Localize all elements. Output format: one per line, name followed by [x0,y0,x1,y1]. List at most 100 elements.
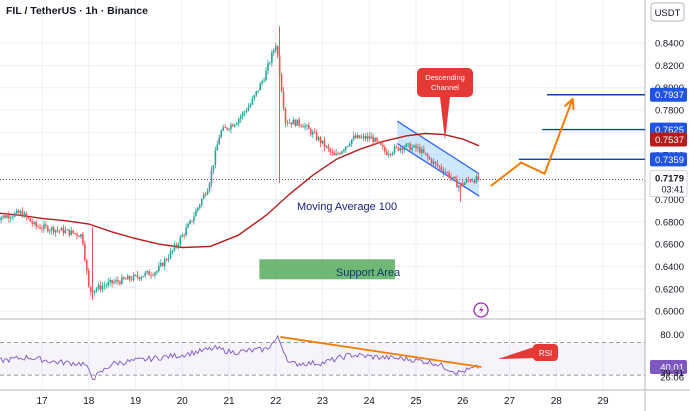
candle [103,281,106,291]
lightning-icon[interactable] [473,302,489,318]
candle [171,249,174,255]
candle [273,48,275,57]
candle [134,274,137,277]
descending-channel-callout: Descending Channel [417,68,473,140]
candle [348,141,351,148]
candle [409,141,411,151]
candle [356,132,359,140]
candle [216,140,219,151]
ma-value-tag: 0.7537 [650,132,687,147]
candle [11,214,14,220]
candle [146,270,148,275]
candle [282,87,285,112]
candle [241,111,244,120]
candle [66,228,69,231]
forecast-arrow [490,97,575,187]
price-tick-label: 0.6400 [655,262,684,273]
candle [86,258,88,276]
candle [401,147,404,155]
candle [183,233,185,240]
candle [327,143,330,153]
usdt-button[interactable]: USDT [650,2,685,22]
candle [323,136,326,152]
candle [19,209,22,215]
candle [230,122,232,134]
candle [161,261,164,267]
price-tick-label: 0.6800 [655,217,684,228]
candle [165,257,168,262]
forecast-arrowhead [563,97,575,110]
candle [306,123,308,130]
candle [374,136,376,143]
candle [109,277,111,286]
candle [111,279,113,288]
candle [469,178,472,183]
candle [21,207,24,218]
candle [191,220,193,223]
candle [52,225,55,236]
candle [2,215,4,220]
time-tick-label: 27 [504,396,516,407]
support-area [259,259,395,280]
candle [179,234,182,247]
candle [210,166,213,188]
candle [142,275,145,278]
candle [121,274,123,285]
candle [39,223,41,230]
candle [197,206,199,213]
candle [189,219,191,226]
candle [298,116,300,128]
rsi-current-tag: 40.01 [650,359,687,374]
price-level-tag: 0.7359 [650,152,687,167]
svg-text:0.7179: 0.7179 [655,173,684,184]
candle [311,129,314,138]
candle [212,165,215,175]
candle [163,256,166,271]
price-tick-label: 0.6200 [655,284,684,295]
price-tick-label: 0.6000 [655,307,684,318]
candle [389,153,392,157]
candle [430,157,433,167]
candle [292,116,295,125]
candle [202,192,205,200]
candle [160,259,162,268]
time-tick-label: 23 [317,396,329,407]
descending-channel-label-2: Channel [431,83,459,92]
candle [243,110,246,117]
rsi-tick-label: 26.06 [660,373,684,384]
candle [234,124,236,128]
svg-text:40.01: 40.01 [660,362,684,373]
candle [195,208,197,217]
candle [128,275,131,283]
candle [465,177,468,184]
candle [269,61,271,66]
candle [372,133,374,147]
candle [78,235,80,237]
candle [335,149,337,156]
candle [397,146,400,152]
price-levels [0,94,645,180]
candle [167,253,170,263]
candle [64,226,67,235]
candle [391,151,394,157]
candle [436,159,439,168]
candle [152,272,154,277]
time-tick-label: 20 [177,396,189,407]
candle [148,269,150,276]
time-tick-label: 25 [410,396,422,407]
candle [208,182,211,193]
candle [405,142,408,148]
candle [413,144,415,148]
candle [296,119,298,126]
candle [89,286,92,296]
candle [276,44,279,59]
candle [82,231,84,246]
candle [304,122,306,131]
candle [50,226,53,235]
svg-text:0.7359: 0.7359 [655,155,684,166]
candle [68,229,71,238]
candle [93,290,96,296]
candle [72,230,74,235]
